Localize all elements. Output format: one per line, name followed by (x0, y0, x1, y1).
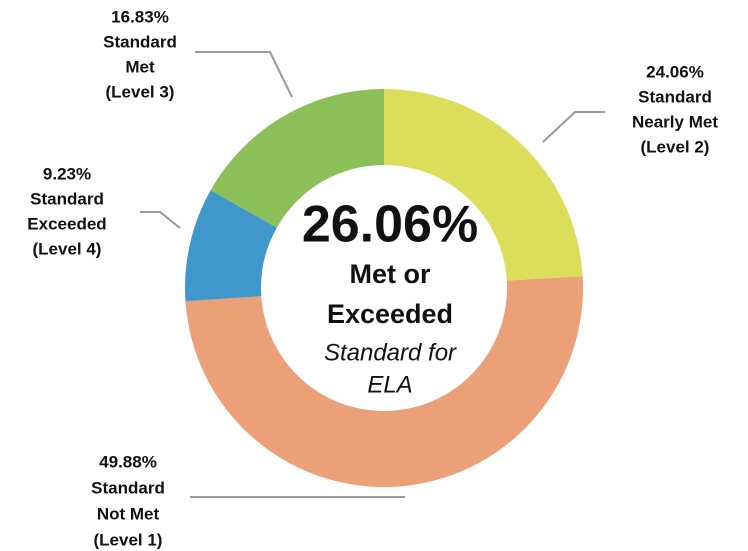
center-line: Exceeded (327, 299, 453, 329)
center-label: 26.06% (302, 196, 478, 254)
center-line: Met or (350, 259, 431, 289)
donut-segment (184, 190, 277, 302)
donut-segment (210, 89, 384, 228)
value-label: 24.06% (646, 62, 704, 81)
category-label: Standard (91, 478, 165, 497)
category-label: (Level 4) (33, 239, 102, 258)
category-label: Standard (30, 189, 104, 208)
category-label: Standard (103, 32, 177, 51)
category-label: Standard (638, 87, 712, 106)
value-label: 49.88% (99, 452, 157, 471)
leader-line (542, 111, 605, 143)
category-label: Met (125, 57, 155, 76)
category-label: Nearly Met (632, 112, 718, 131)
leader-line (140, 211, 181, 229)
leader-line (195, 51, 293, 98)
donut-segment (384, 89, 583, 281)
category-label: Exceeded (27, 214, 106, 233)
value-label: 9.23% (43, 164, 91, 183)
category-label: (Level 1) (94, 530, 163, 549)
center-subtitle: Standard for (324, 339, 457, 366)
category-label: (Level 2) (641, 137, 710, 156)
center-subtitle: ELA (367, 371, 412, 398)
value-label: 16.83% (111, 7, 169, 26)
donut-segment (185, 276, 584, 488)
category-label: Not Met (97, 504, 160, 523)
category-label: (Level 3) (106, 82, 175, 101)
